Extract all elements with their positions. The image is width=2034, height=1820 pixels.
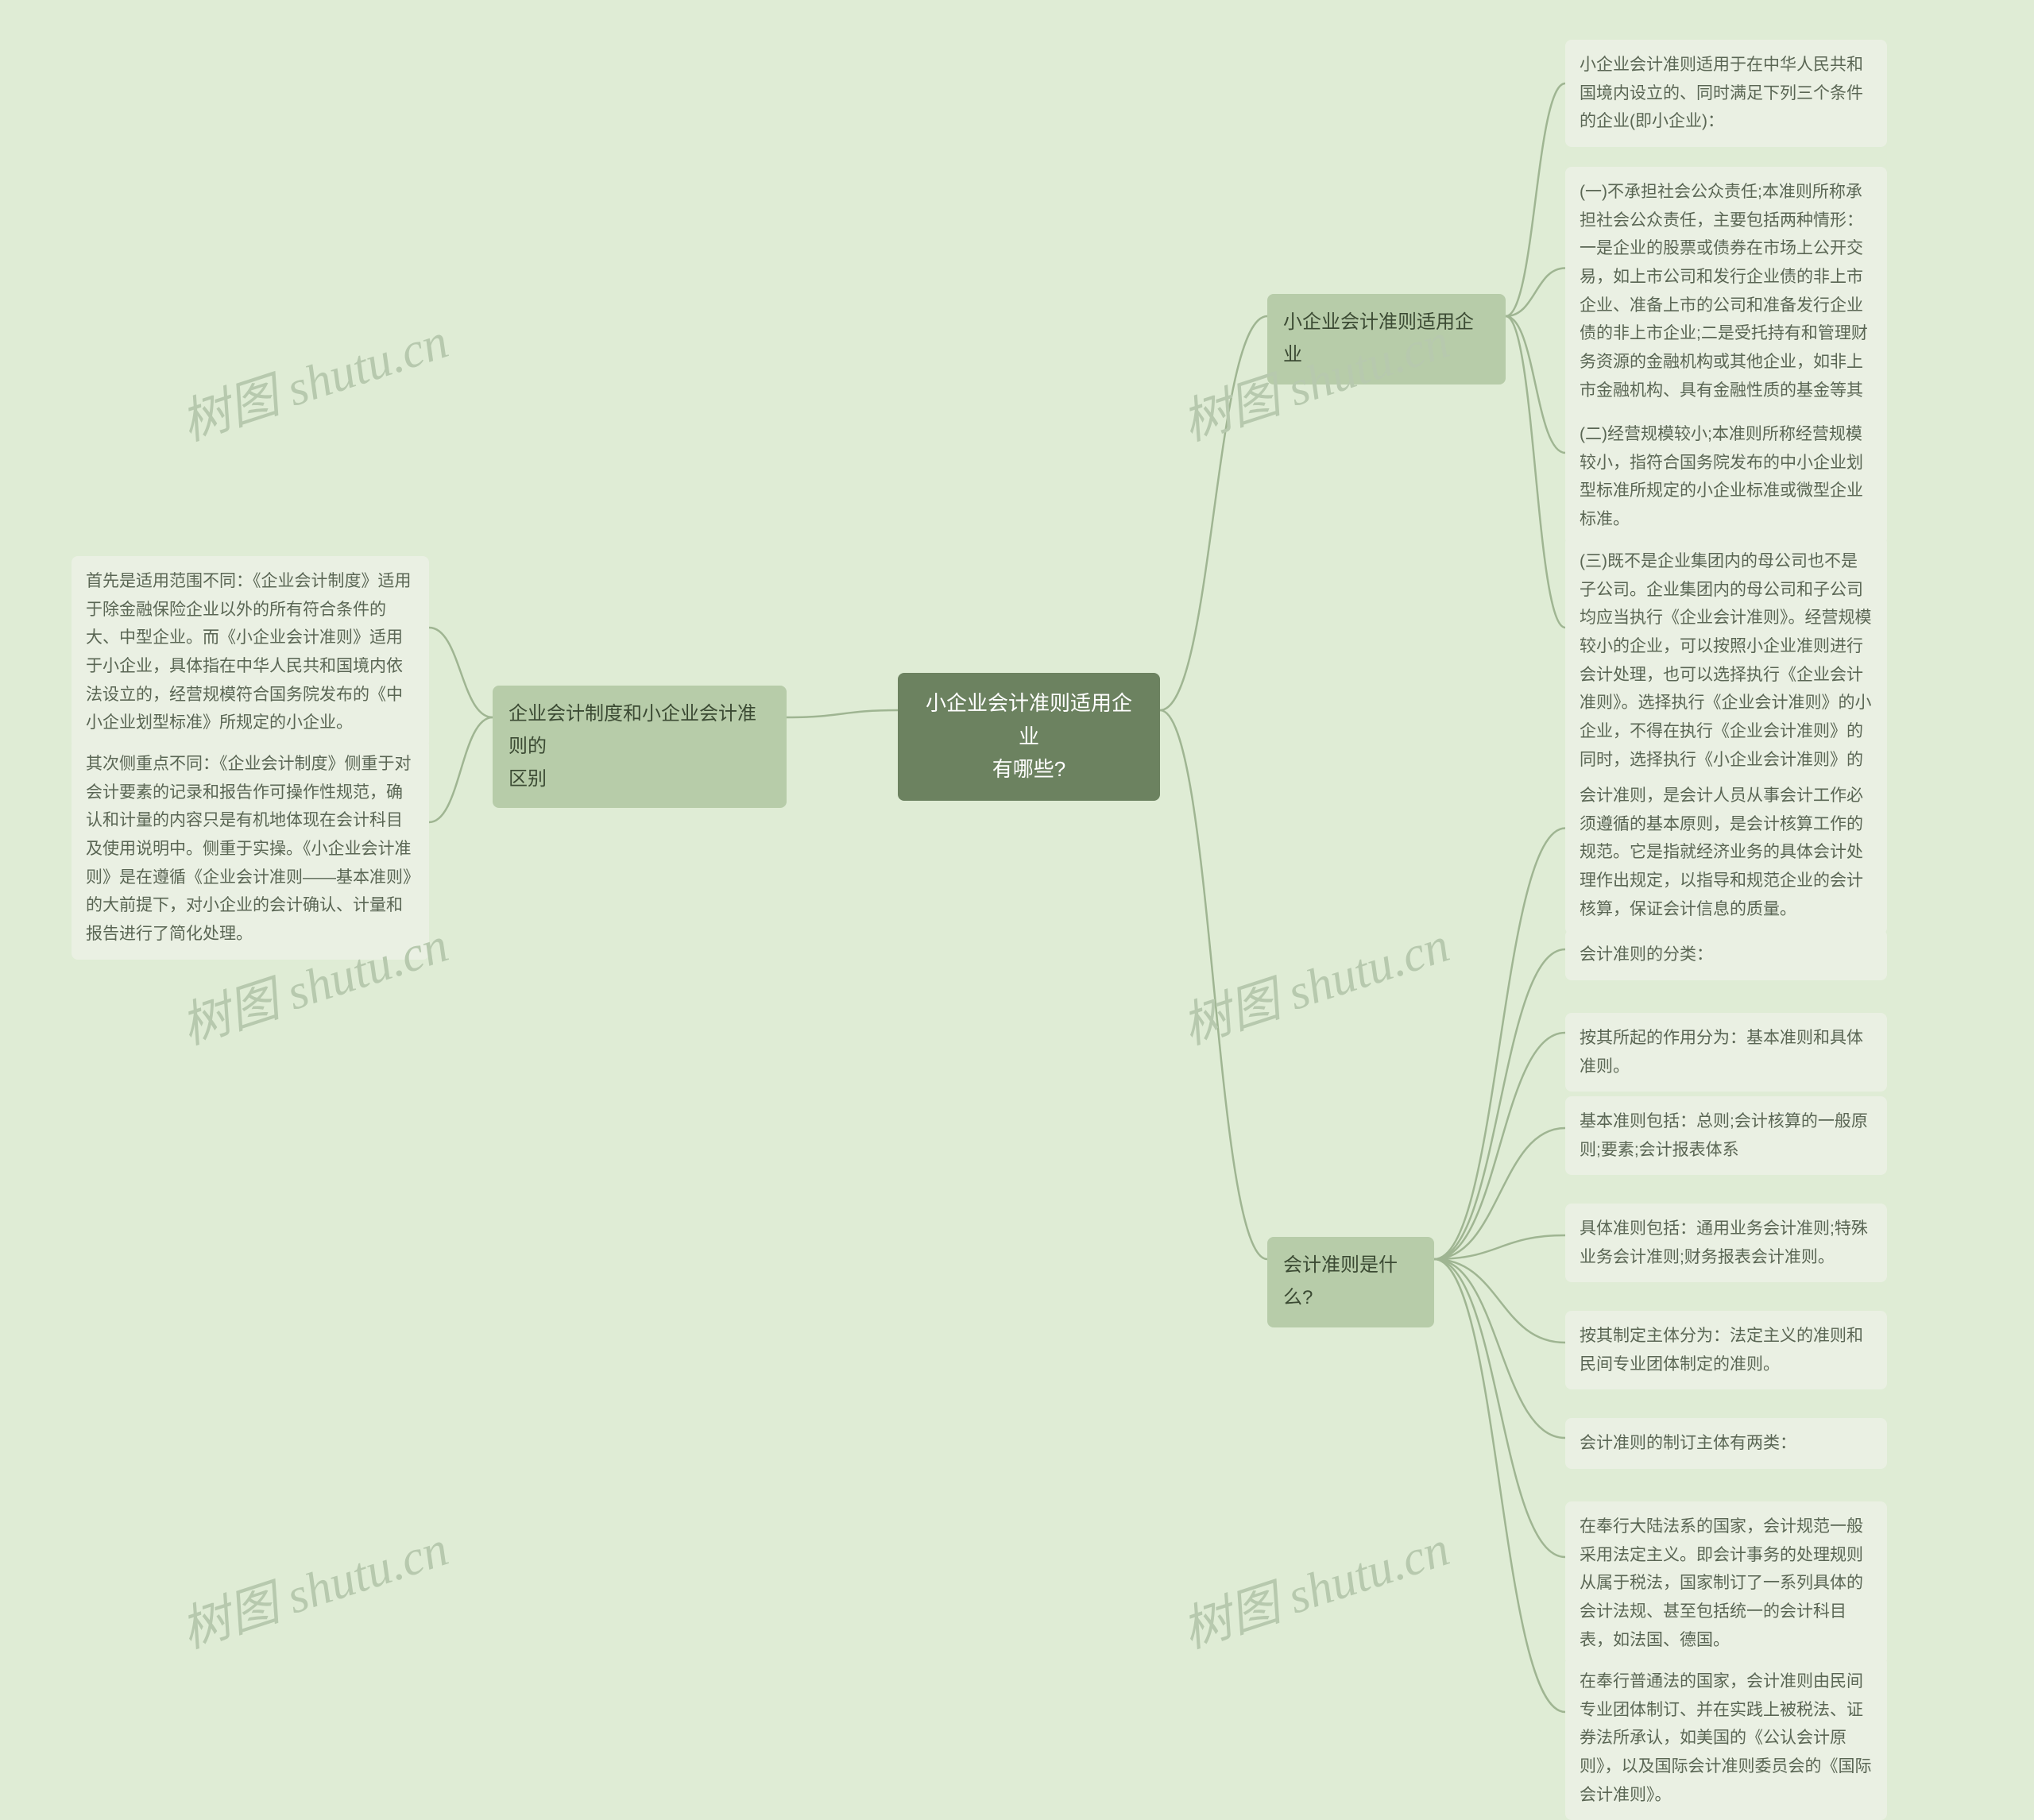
b2l3: 按其所起的作用分为：基本准则和具体准则。 bbox=[1565, 1013, 1887, 1092]
b3l1: 首先是适用范围不同：《企业会计制度》适用于除金融保险企业以外的所有符合条件的大、… bbox=[72, 556, 429, 748]
b2l9: 在奉行普通法的国家，会计准则由民间专业团体制订、并在实践上被税法、证券法所承认，… bbox=[1565, 1656, 1887, 1820]
watermark-3: 树图 shutu.cn bbox=[1172, 904, 1457, 1057]
mindmap-canvas: 小企业会计准则适用企业有哪些? 小企业会计准则适用企业 小企业会计准则适用于在中华人… bbox=[0, 0, 2034, 1814]
b1l3: (二)经营规模较小;本准则所称经营规模较小，指符合国务院发布的中小企业划型标准所… bbox=[1565, 409, 1887, 545]
b3: 企业会计制度和小企业会计准则的区别 bbox=[493, 686, 787, 808]
b2l7: 会计准则的制订主体有两类： bbox=[1565, 1418, 1887, 1469]
b2: 会计准则是什么? bbox=[1267, 1237, 1434, 1327]
b2l2: 会计准则的分类： bbox=[1565, 929, 1887, 980]
b2l4: 基本准则包括：总则;会计核算的一般原则;要素;会计报表体系 bbox=[1565, 1096, 1887, 1175]
b2l6: 按其制定主体分为：法定主义的准则和民间专业团体制定的准则。 bbox=[1565, 1311, 1887, 1389]
root-node: 小企业会计准则适用企业有哪些? bbox=[898, 673, 1160, 801]
b2l5: 具体准则包括：通用业务会计准则;特殊业务会计准则;财务报表会计准则。 bbox=[1565, 1204, 1887, 1282]
watermark-4: 树图 shutu.cn bbox=[171, 1508, 456, 1661]
b2l1: 会计准则，是会计人员从事会计工作必须遵循的基本原则，是会计核算工作的规范。它是指… bbox=[1565, 771, 1887, 934]
watermark-5: 树图 shutu.cn bbox=[1172, 1508, 1457, 1661]
b2l8: 在奉行大陆法系的国家，会计规范一般采用法定主义。即会计事务的处理规则从属于税法，… bbox=[1565, 1501, 1887, 1665]
b1l1: 小企业会计准则适用于在中华人民共和国境内设立的、同时满足下列三个条件的企业(即小… bbox=[1565, 40, 1887, 147]
b1l2: (一)不承担社会公众责任;本准则所称承担社会公众责任，主要包括两种情形：一是企业… bbox=[1565, 167, 1887, 444]
watermark-0: 树图 shutu.cn bbox=[171, 300, 456, 454]
b1: 小企业会计准则适用企业 bbox=[1267, 294, 1506, 384]
b3l2: 其次侧重点不同：《企业会计制度》侧重于对会计要素的记录和报告作可操作性规范，确认… bbox=[72, 739, 429, 960]
